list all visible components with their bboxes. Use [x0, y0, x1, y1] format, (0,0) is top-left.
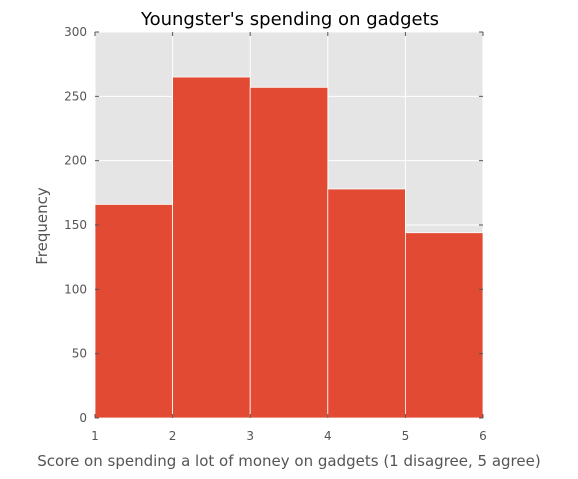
y-tick-label: 200	[64, 154, 87, 168]
plot-area	[94, 31, 484, 419]
x-tick-label: 2	[169, 429, 177, 443]
y-tick-label: 100	[64, 282, 87, 296]
histogram-bar	[94, 204, 173, 419]
x-tick-label: 1	[91, 429, 99, 443]
histogram-bar	[404, 232, 484, 419]
y-tick-label: 50	[72, 347, 87, 361]
x-tick-label: 3	[246, 429, 254, 443]
y-tick-label: 150	[64, 218, 87, 232]
y-axis-label: Frequency	[33, 187, 51, 265]
x-tick-label: 5	[402, 429, 410, 443]
y-tick-label: 250	[64, 89, 87, 103]
x-tick-label: 6	[479, 429, 487, 443]
y-tick-label: 0	[79, 411, 87, 425]
y-tick-label: 300	[64, 25, 87, 39]
bars	[94, 76, 484, 419]
y-tick-labels: 0 50 100 150 200 250 300	[64, 25, 87, 425]
axis-ticks	[94, 31, 484, 419]
histogram-bar	[172, 76, 251, 419]
x-tick-label: 4	[324, 429, 332, 443]
histogram-bar	[249, 86, 329, 419]
x-axis-label: Score on spending a lot of money on gadg…	[37, 452, 540, 470]
chart-title: Youngster's spending on gadgets	[140, 9, 439, 30]
histogram-bar	[327, 188, 406, 419]
x-tick-labels: 1 2 3 4 5 6	[91, 429, 487, 443]
